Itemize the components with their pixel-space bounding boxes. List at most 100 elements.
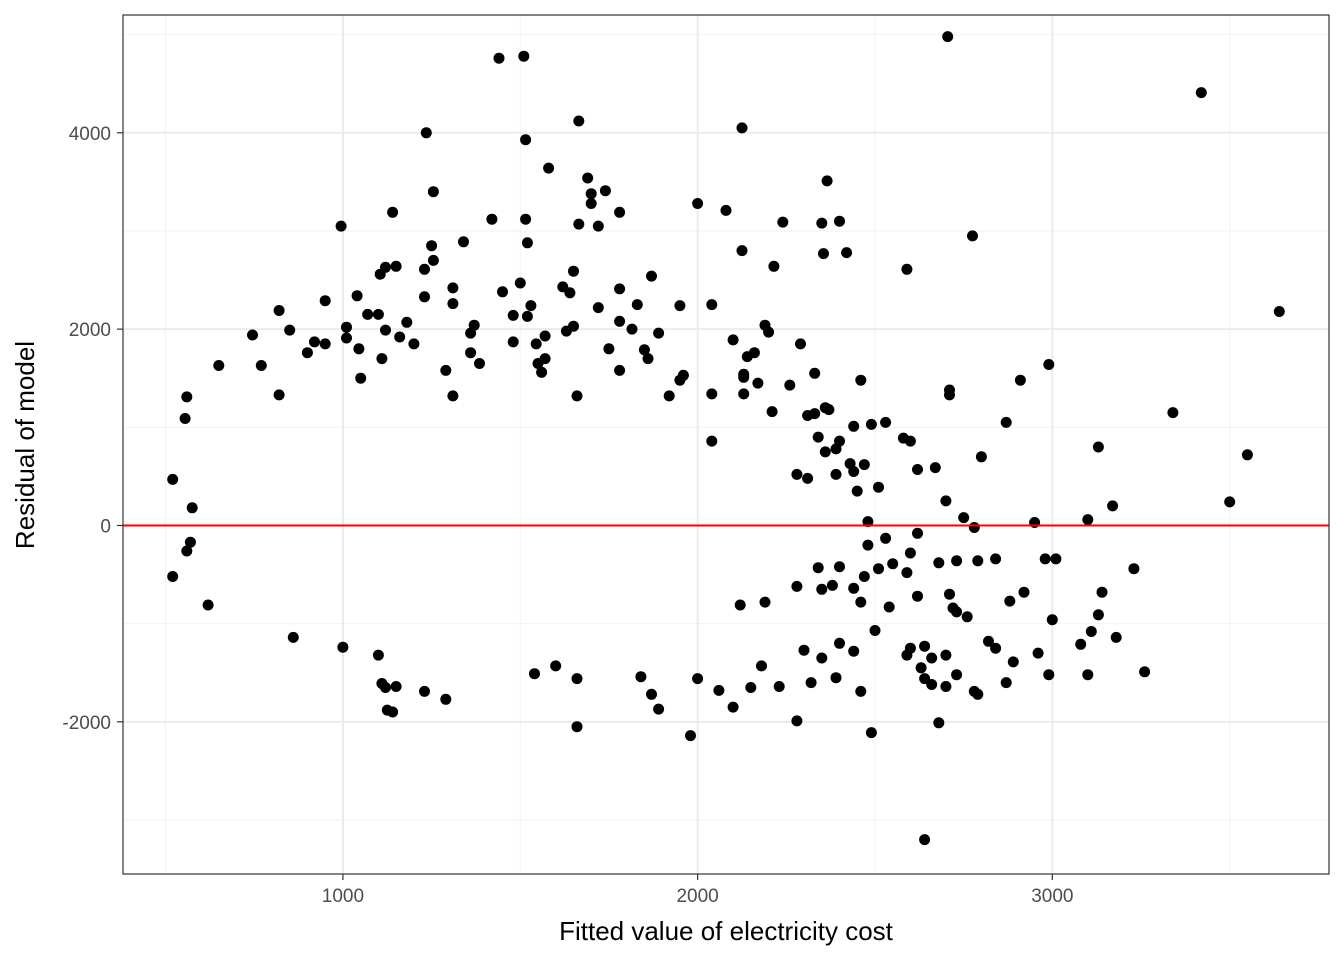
- data-point: [646, 688, 657, 700]
- data-point: [855, 596, 867, 608]
- data-point: [848, 420, 860, 432]
- data-point: [736, 245, 748, 257]
- data-point: [862, 539, 874, 551]
- data-point: [855, 685, 867, 697]
- data-point: [706, 435, 718, 447]
- data-point: [1046, 614, 1058, 626]
- data-point: [929, 462, 941, 474]
- data-point: [674, 300, 686, 312]
- data-point: [834, 215, 845, 227]
- data-point: [1000, 416, 1012, 428]
- data-point: [571, 390, 583, 402]
- data-point: [653, 327, 665, 339]
- data-point: [951, 555, 963, 567]
- data-point: [337, 641, 349, 653]
- data-point: [181, 545, 193, 557]
- data-point: [791, 715, 803, 727]
- data-point: [912, 590, 923, 602]
- data-point: [255, 360, 267, 371]
- data-point: [539, 330, 551, 342]
- data-point: [990, 642, 1002, 654]
- data-point: [440, 693, 452, 705]
- data-point: [390, 681, 402, 692]
- data-point: [518, 50, 530, 62]
- data-point: [834, 637, 845, 649]
- data-point: [975, 451, 987, 463]
- data-point: [1032, 647, 1044, 659]
- data-point: [653, 703, 665, 715]
- data-point: [1139, 666, 1151, 678]
- data-point: [791, 468, 803, 480]
- data-point: [319, 338, 331, 350]
- data-point: [784, 379, 796, 391]
- data-point: [802, 410, 814, 421]
- data-point: [873, 481, 884, 493]
- data-point: [768, 260, 780, 272]
- data-point: [474, 358, 485, 369]
- data-point: [958, 512, 970, 524]
- data-point: [983, 635, 994, 647]
- data-point: [447, 390, 459, 402]
- data-point: [497, 286, 508, 298]
- data-point: [419, 685, 430, 697]
- data-point: [880, 416, 892, 428]
- data-point: [848, 582, 860, 594]
- data-point: [614, 364, 626, 376]
- y-axis-title: Residual of model: [10, 341, 40, 549]
- data-point: [967, 230, 978, 242]
- data-point: [685, 730, 696, 742]
- data-point: [830, 672, 842, 684]
- data-point: [834, 561, 845, 573]
- data-point: [819, 446, 831, 458]
- data-point: [1096, 586, 1108, 598]
- data-point: [901, 567, 913, 579]
- data-point: [1004, 595, 1016, 607]
- data-point: [592, 220, 604, 232]
- data-point: [486, 213, 498, 225]
- data-point: [734, 599, 746, 611]
- data-point: [1050, 553, 1062, 565]
- data-point: [465, 327, 477, 339]
- data-point: [599, 185, 611, 197]
- data-point: [816, 652, 828, 664]
- scatter-points: [167, 31, 1285, 846]
- data-point: [745, 682, 757, 693]
- data-point: [408, 338, 420, 350]
- data-point: [355, 372, 367, 384]
- data-point: [904, 435, 916, 447]
- data-point: [823, 404, 835, 416]
- data-point: [520, 134, 532, 146]
- x-tick-label: 2000: [676, 886, 718, 907]
- data-point: [213, 360, 225, 371]
- data-point: [381, 704, 393, 716]
- data-point: [341, 332, 352, 344]
- y-tick-label: -2000: [62, 713, 111, 734]
- data-point: [301, 347, 313, 359]
- data-point: [940, 495, 952, 507]
- data-point: [186, 502, 198, 514]
- y-tick-label: 4000: [69, 124, 111, 145]
- data-point: [795, 338, 806, 350]
- data-point: [940, 649, 952, 661]
- data-point: [862, 516, 874, 528]
- data-point: [1224, 496, 1236, 508]
- data-point: [759, 596, 771, 608]
- data-point: [663, 390, 675, 402]
- data-point: [752, 377, 764, 389]
- data-point: [394, 331, 406, 343]
- data-point: [465, 347, 477, 359]
- data-point: [1018, 586, 1030, 598]
- data-point: [706, 388, 718, 400]
- data-point: [766, 406, 778, 418]
- data-point: [830, 443, 842, 455]
- data-point: [273, 305, 285, 316]
- data-point: [573, 115, 585, 127]
- data-point: [419, 263, 430, 275]
- data-point: [738, 371, 750, 383]
- data-point: [791, 580, 803, 592]
- data-point: [458, 236, 469, 248]
- data-point: [777, 216, 789, 228]
- data-point: [1241, 449, 1253, 461]
- data-point: [858, 459, 870, 471]
